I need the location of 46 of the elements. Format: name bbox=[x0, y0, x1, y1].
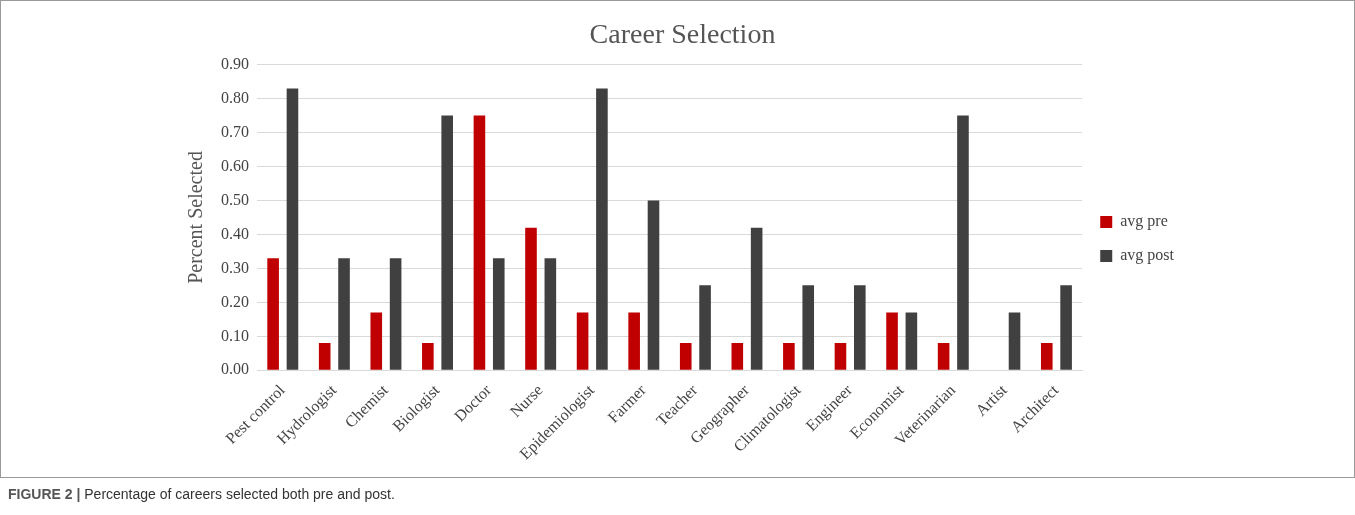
y-tick-label: 0.20 bbox=[221, 292, 249, 310]
bar bbox=[318, 343, 331, 370]
y-tick-label: 0.00 bbox=[221, 360, 249, 378]
y-tick-label: 0.30 bbox=[221, 258, 249, 276]
bar bbox=[699, 285, 711, 370]
bar bbox=[596, 88, 608, 370]
bar bbox=[1060, 285, 1072, 370]
y-tick-label: 0.50 bbox=[221, 190, 249, 208]
bar bbox=[783, 343, 795, 370]
bar bbox=[576, 312, 589, 370]
bar bbox=[886, 312, 898, 370]
bar bbox=[854, 285, 866, 370]
y-tick-label: 0.80 bbox=[221, 88, 249, 106]
bar bbox=[544, 258, 557, 370]
bar bbox=[525, 227, 537, 370]
bar bbox=[389, 258, 402, 370]
chart-title: Career Selection bbox=[589, 18, 776, 50]
y-tick-label: 0.10 bbox=[221, 326, 249, 344]
bar bbox=[338, 258, 350, 370]
legend-label: avg pre bbox=[1120, 212, 1168, 231]
bar bbox=[1040, 343, 1053, 370]
bar bbox=[267, 258, 279, 370]
bar bbox=[628, 312, 640, 370]
bar bbox=[750, 227, 763, 370]
bar bbox=[370, 312, 383, 370]
bar bbox=[492, 258, 505, 370]
bar bbox=[957, 115, 969, 370]
bar bbox=[834, 343, 847, 370]
y-axis-title: Percent Selected bbox=[184, 151, 207, 284]
bar bbox=[422, 343, 434, 370]
bar bbox=[731, 343, 744, 370]
y-tick-label: 0.60 bbox=[221, 156, 249, 174]
bar bbox=[441, 115, 453, 370]
bar bbox=[647, 200, 660, 370]
bar bbox=[802, 285, 815, 370]
y-tick-label: 0.90 bbox=[221, 54, 249, 72]
legend-label: avg post bbox=[1120, 246, 1175, 265]
bar bbox=[286, 88, 299, 370]
bar bbox=[1008, 312, 1021, 370]
bar bbox=[473, 115, 486, 370]
y-tick-label: 0.70 bbox=[221, 122, 249, 140]
caption: FIGURE 2 | Percentage of careers selected both pre and post. bbox=[8, 486, 395, 502]
bar bbox=[679, 343, 692, 370]
bar bbox=[937, 343, 950, 370]
bar bbox=[905, 312, 918, 370]
y-tick-label: 0.40 bbox=[221, 224, 249, 242]
